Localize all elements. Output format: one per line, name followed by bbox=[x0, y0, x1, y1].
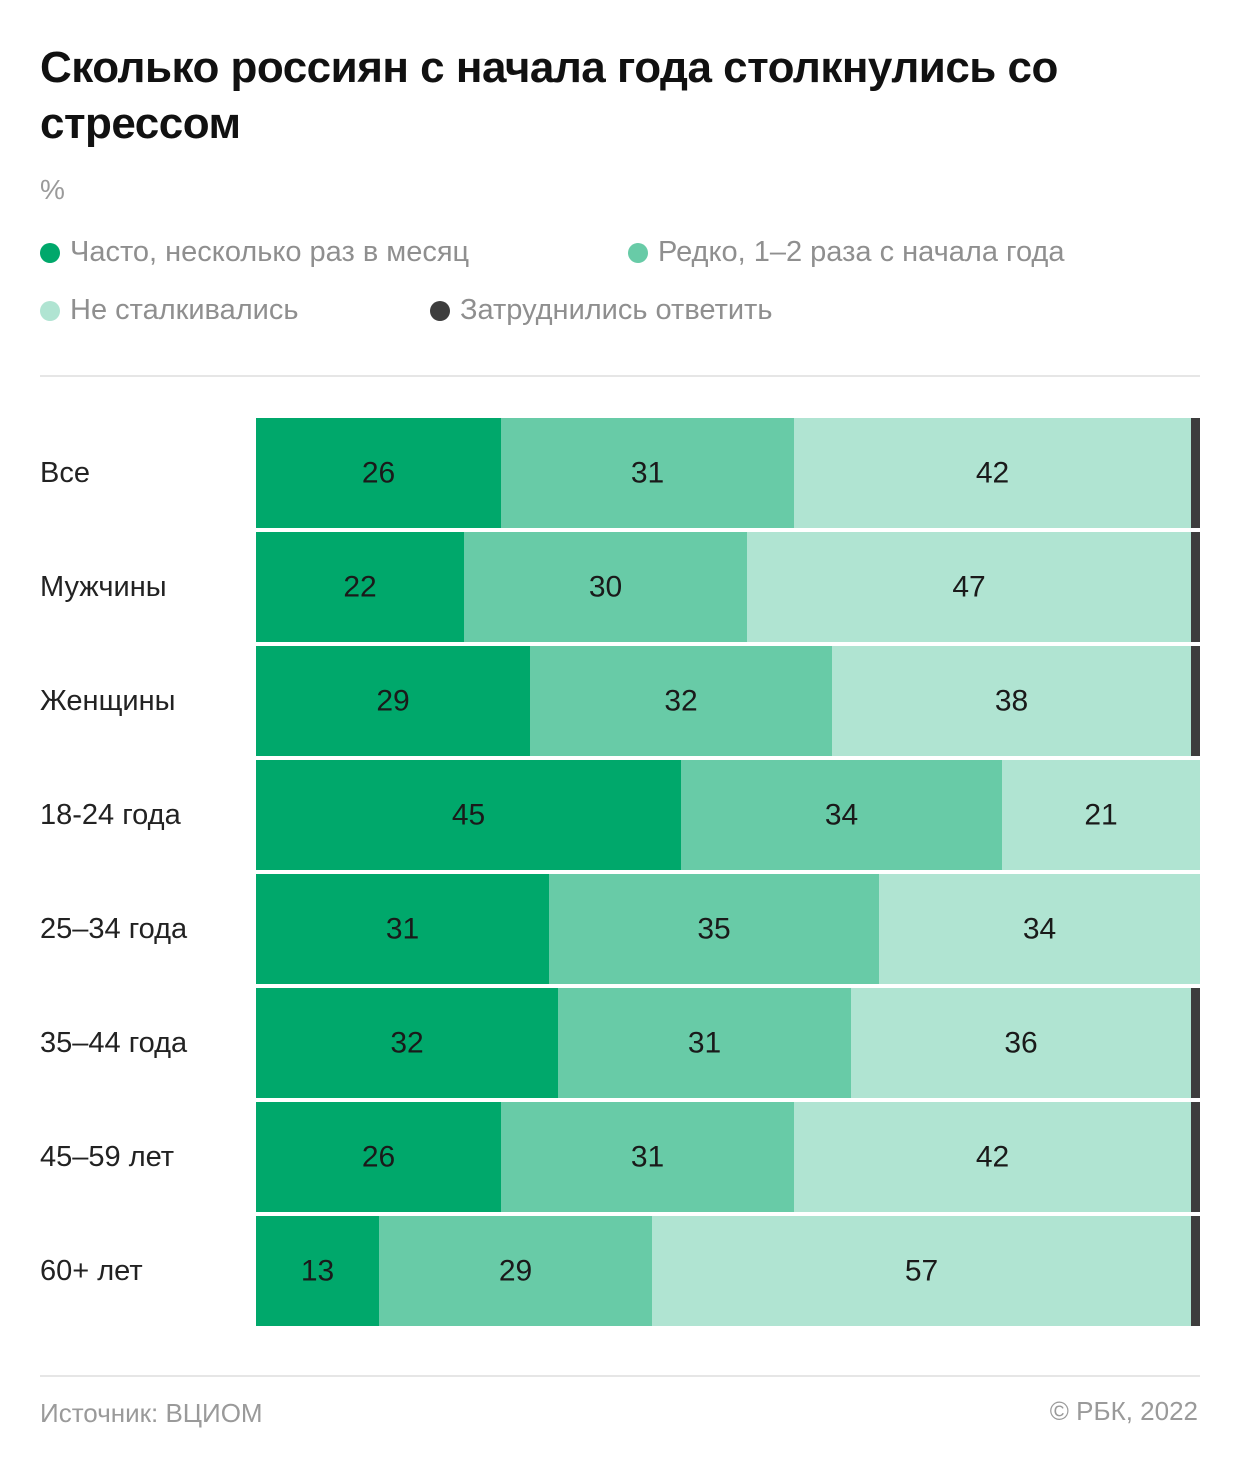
legend-dot-rarely bbox=[628, 242, 648, 263]
top-divider bbox=[40, 375, 1200, 377]
bar-segment bbox=[379, 1216, 652, 1326]
bar-segment bbox=[794, 418, 1191, 528]
category-label: Женщины bbox=[40, 685, 176, 717]
category-label: 25–34 года bbox=[40, 913, 188, 945]
bar-segment bbox=[652, 1216, 1191, 1326]
bottom-divider bbox=[40, 1375, 1200, 1377]
data-label: 34 bbox=[825, 799, 858, 832]
data-label: 35 bbox=[697, 913, 730, 946]
bar-segment bbox=[256, 418, 501, 528]
data-label: 42 bbox=[976, 457, 1009, 490]
data-label: 26 bbox=[362, 457, 395, 490]
data-label: 29 bbox=[499, 1255, 532, 1288]
data-label: 42 bbox=[976, 1141, 1009, 1174]
data-label: 26 bbox=[362, 1141, 395, 1174]
bar-segment bbox=[501, 1102, 794, 1212]
bar-segment bbox=[256, 988, 558, 1098]
data-label: 21 bbox=[1084, 799, 1117, 832]
data-label: 38 bbox=[995, 685, 1028, 718]
bar-segment bbox=[1191, 1102, 1200, 1212]
data-label: 32 bbox=[664, 685, 697, 718]
bar-segment bbox=[1002, 760, 1200, 870]
bar-segment bbox=[256, 646, 530, 756]
bar-segment bbox=[549, 874, 879, 984]
legend-dot-never bbox=[40, 300, 60, 321]
legend-dot-often bbox=[40, 242, 60, 263]
category-label: 35–44 года bbox=[40, 1027, 188, 1059]
bar-segment bbox=[256, 760, 681, 870]
bar-segment bbox=[1191, 532, 1200, 642]
data-label: 34 bbox=[1023, 913, 1056, 946]
data-label: 45 bbox=[452, 799, 485, 832]
category-label: Мужчины bbox=[40, 571, 167, 603]
legend-label-rarely: Редко, 1–2 раза с начала года bbox=[658, 236, 1065, 268]
source-note: Источник: ВЦИОМ bbox=[40, 1398, 263, 1428]
legend-item-never: Не сталкивались bbox=[40, 294, 298, 327]
bar-segment bbox=[256, 874, 549, 984]
data-label: 29 bbox=[376, 685, 409, 718]
data-label: 31 bbox=[688, 1027, 721, 1060]
category-label: 18-24 года bbox=[40, 799, 181, 831]
bar-segment bbox=[256, 1216, 379, 1326]
legend-label-unsure: Затруднились ответить bbox=[460, 294, 773, 326]
bar-segment bbox=[1191, 418, 1200, 528]
bar-segment bbox=[558, 988, 851, 1098]
bar-segment bbox=[501, 418, 794, 528]
data-label: 36 bbox=[1004, 1027, 1037, 1060]
legend-label-often: Часто, несколько раз в месяц bbox=[70, 236, 470, 268]
bar-segment bbox=[681, 760, 1002, 870]
bar-segment bbox=[832, 646, 1191, 756]
legend-dot-unsure bbox=[430, 300, 450, 321]
data-label: 57 bbox=[905, 1255, 938, 1288]
category-label: 60+ лет bbox=[40, 1255, 143, 1287]
bar-segment bbox=[530, 646, 832, 756]
bar-segment bbox=[256, 532, 464, 642]
bar-segment bbox=[1191, 1216, 1200, 1326]
data-label: 31 bbox=[386, 913, 419, 946]
legend-label-never: Не сталкивались bbox=[70, 294, 299, 326]
bar-segment bbox=[256, 1102, 501, 1212]
category-label: 45–59 лет bbox=[40, 1141, 175, 1173]
data-label: 13 bbox=[301, 1255, 334, 1288]
copyright-note: © РБК, 2022 bbox=[1049, 1396, 1198, 1426]
bar-segment bbox=[879, 874, 1200, 984]
legend-item-often: Часто, несколько раз в месяц bbox=[40, 236, 469, 269]
bar-segment bbox=[851, 988, 1191, 1098]
data-label: 22 bbox=[343, 571, 376, 604]
bar-segment bbox=[464, 532, 747, 642]
bar-segment bbox=[1191, 646, 1200, 756]
legend-item-rarely: Редко, 1–2 раза с начала года bbox=[628, 236, 1064, 269]
data-label: 30 bbox=[589, 571, 622, 604]
data-label: 31 bbox=[631, 457, 664, 490]
chart-title: Сколько россиян с начала года столкнулис… bbox=[40, 43, 1058, 148]
bar-segment bbox=[1191, 988, 1200, 1098]
data-label: 47 bbox=[952, 571, 985, 604]
bar-segment bbox=[794, 1102, 1191, 1212]
data-label: 31 bbox=[631, 1141, 664, 1174]
bar-segment bbox=[747, 532, 1191, 642]
legend-item-unsure: Затруднились ответить bbox=[430, 294, 772, 327]
data-label: 32 bbox=[390, 1027, 423, 1060]
unit-label: % bbox=[40, 174, 65, 205]
category-label: Все bbox=[40, 457, 90, 489]
